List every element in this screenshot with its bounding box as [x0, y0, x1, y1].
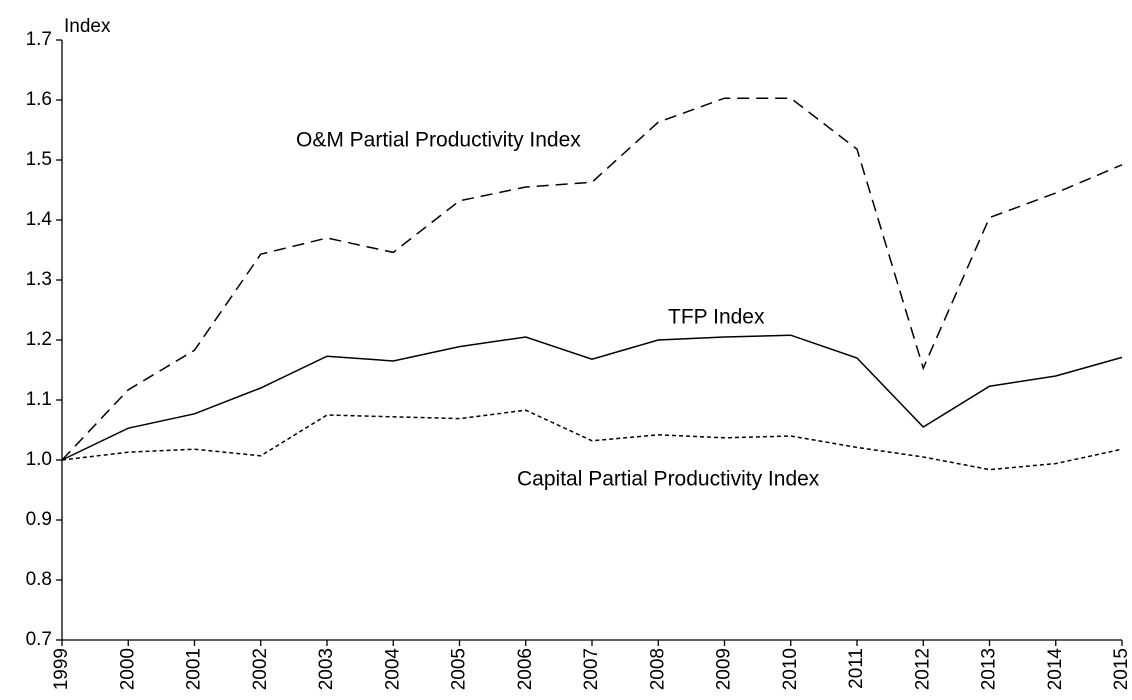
x-tick-label: 2005	[449, 648, 470, 690]
y-tick-label: 0.9	[26, 509, 52, 530]
y-tick-label: 1.6	[26, 89, 52, 110]
y-tick-label: 1.3	[26, 269, 52, 290]
series-line	[61, 334, 1123, 461]
y-tick-label: 1.5	[26, 149, 52, 170]
x-tick-label: 2015	[1111, 648, 1132, 690]
x-tick-label: 2003	[316, 648, 337, 690]
series-label: TFP Index	[668, 306, 765, 329]
y-tick-label: 0.8	[26, 569, 52, 590]
x-tick-label: 2001	[184, 648, 205, 690]
y-axis-label: Index	[64, 16, 111, 37]
series-label: Capital Partial Productivity Index	[517, 468, 820, 491]
x-tick-label: 2010	[780, 648, 801, 690]
y-tick-label: 1.2	[26, 329, 52, 350]
x-tick-label: 2002	[250, 648, 271, 690]
series-label: O&M Partial Productivity Index	[296, 129, 581, 152]
x-tick-label: 2014	[1045, 648, 1066, 691]
x-tick-label: 2006	[515, 648, 536, 690]
y-tick-label: 1.7	[26, 29, 52, 50]
x-tick-label: 1999	[51, 648, 72, 690]
x-tick-label: 2009	[714, 648, 735, 690]
y-tick-label: 0.7	[26, 629, 52, 650]
x-tick-label: 2007	[581, 648, 602, 690]
y-tick-label: 1.4	[26, 209, 53, 230]
x-tick-label: 2011	[846, 648, 867, 689]
series-line	[61, 97, 1123, 461]
x-tick-label: 2012	[912, 648, 933, 690]
y-tick-label: 1.1	[26, 389, 52, 410]
x-tick-label: 2013	[979, 648, 1000, 690]
x-tick-label: 2004	[382, 648, 403, 691]
x-tick-label: 2008	[647, 648, 668, 690]
series-line	[61, 409, 1123, 471]
y-tick-label: 1.0	[26, 449, 52, 470]
x-tick-label: 2000	[117, 648, 138, 690]
